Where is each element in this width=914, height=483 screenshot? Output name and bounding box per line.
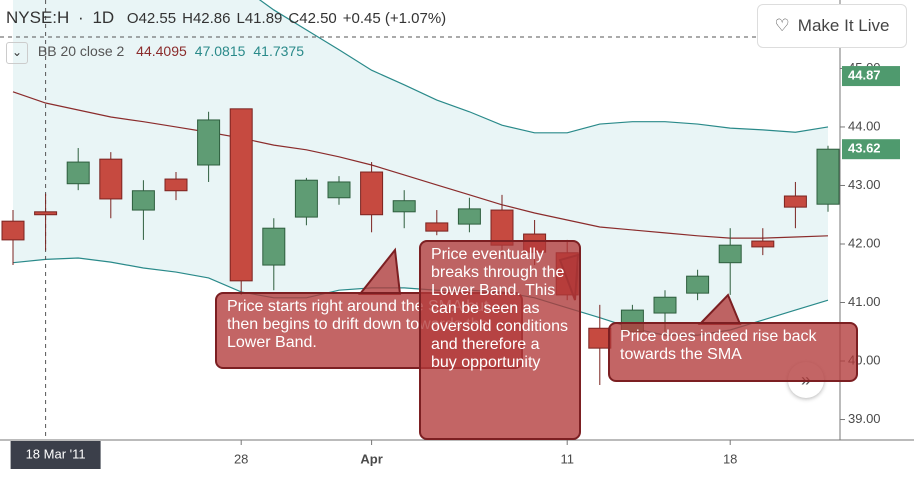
symbol-row: NYSE:H · 1D O42.55 H42.86 L41.89 C42.50 +0.4…	[6, 8, 452, 28]
candle-body	[1, 220, 25, 241]
candle-body	[360, 171, 384, 216]
x-tick-label: 18	[723, 451, 737, 466]
y-tick-label: 42.00	[848, 235, 881, 250]
candle-body	[99, 158, 123, 200]
indicator-value: 47.0815	[194, 43, 246, 59]
candle-body	[718, 244, 742, 264]
dot: ·	[78, 8, 84, 27]
band-line	[258, 0, 829, 134]
interval: 1D	[92, 8, 115, 27]
candle-body	[164, 178, 188, 192]
y-tick-label: 43.00	[848, 177, 881, 192]
quote-item: +0.45 (+1.07%)	[342, 10, 447, 27]
crosshair-label-bg	[10, 441, 101, 469]
candle-body	[197, 119, 221, 166]
quote-item: C42.50	[288, 10, 337, 27]
band-line	[12, 91, 829, 239]
candle-body	[425, 222, 449, 232]
heart-icon: ♡	[774, 16, 790, 35]
indicator-name: BB 20 close 2	[37, 43, 125, 59]
indicator-values: 44.4095 47.0815 41.7375	[128, 43, 304, 59]
collapse-button[interactable]: ⌄	[6, 42, 28, 64]
y-tick-label: 44.00	[848, 118, 881, 133]
candle-body	[262, 227, 286, 266]
quote-item: H42.86	[182, 10, 231, 27]
price-label-bg	[842, 66, 900, 87]
indicator-value: 44.4095	[136, 43, 187, 59]
candle-body	[457, 208, 481, 225]
callout: Price does indeed rise back towards the …	[608, 322, 858, 382]
price-label: 43.62	[848, 141, 881, 156]
indicator-row: ⌄ BB 20 close 2 44.4095 47.0815 41.7375	[6, 42, 304, 64]
price-label: 44.87	[848, 68, 881, 83]
crosshair-label: 18 Mar '11	[26, 446, 86, 461]
candle-body	[392, 200, 416, 213]
candle-body	[131, 190, 155, 211]
candle-body	[751, 240, 775, 248]
price-label-bg	[842, 139, 900, 160]
candle-body	[294, 179, 318, 218]
button-label: Make It Live	[797, 16, 890, 35]
y-tick-label: 39.00	[848, 411, 881, 426]
x-tick-label: 11	[560, 451, 574, 466]
x-tick-label: 28	[234, 451, 248, 466]
x-tick-label: Apr	[360, 451, 382, 466]
indicator-value: 41.7375	[253, 43, 304, 59]
candle-body	[816, 148, 840, 205]
candle-body	[66, 161, 90, 185]
make-live-button[interactable]: ♡ Make It Live	[757, 4, 907, 48]
candle-body	[653, 296, 677, 314]
quote-item: O42.55	[126, 10, 177, 27]
candle-body	[327, 181, 351, 199]
candle-body	[686, 275, 710, 294]
candle-body	[783, 195, 807, 208]
callout: Price eventually breaks through the Lowe…	[419, 240, 581, 440]
quote-item: L41.89	[236, 10, 283, 27]
symbol: NYSE:H	[6, 8, 70, 27]
quote: O42.55 H42.86 L41.89 C42.50 +0.45 (+1.07%)	[127, 10, 452, 27]
candle-body	[34, 211, 58, 216]
y-tick-label: 41.00	[848, 294, 881, 309]
band-fill	[13, 0, 828, 336]
candle-body	[229, 108, 253, 282]
